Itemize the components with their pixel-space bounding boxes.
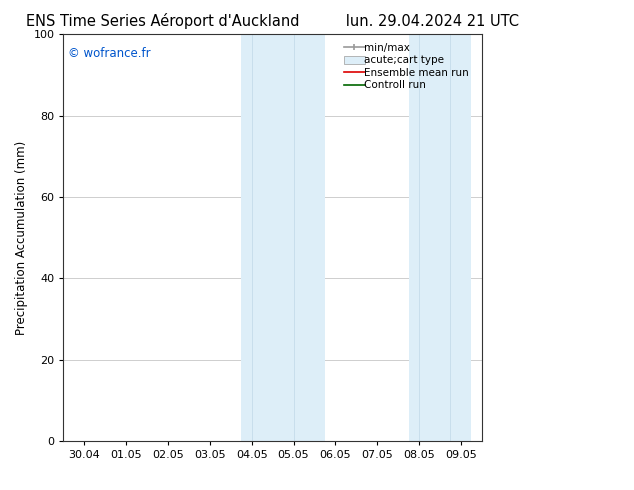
Bar: [241, 34, 262, 441]
Y-axis label: Precipitation Accumulation (mm): Precipitation Accumulation (mm): [15, 141, 28, 335]
Bar: [409, 34, 430, 441]
Bar: [430, 34, 472, 441]
Title: ENS Time Series Aéroport d'Auckland          lun. 29.04.2024 21 UTC: ENS Time Series Aéroport d'Auckland lun.…: [26, 13, 519, 29]
Bar: [262, 34, 325, 441]
Text: © wofrance.fr: © wofrance.fr: [68, 47, 150, 59]
Legend: min/max, acute;cart type, Ensemble mean run, Controll run: min/max, acute;cart type, Ensemble mean …: [340, 40, 477, 94]
